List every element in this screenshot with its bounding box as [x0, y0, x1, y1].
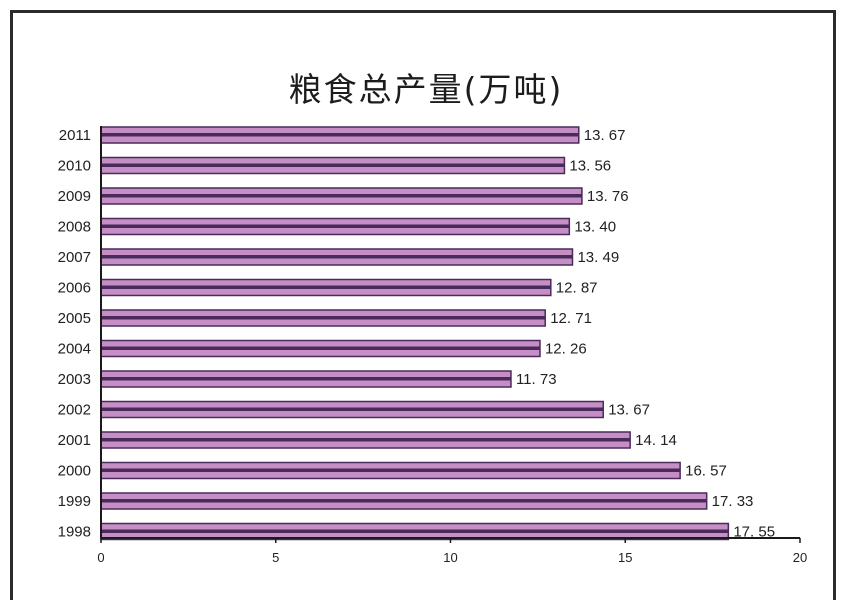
- bar-stripe: [101, 285, 551, 289]
- category-label: 1998: [58, 524, 91, 541]
- bar-2005: [100, 309, 546, 327]
- category-label: 2006: [58, 280, 91, 297]
- category-label: 2003: [58, 371, 91, 388]
- bar-stripe: [101, 377, 511, 381]
- bar-2011: [100, 126, 580, 144]
- value-label: 13. 67: [608, 402, 650, 419]
- value-label: 12. 87: [556, 280, 598, 297]
- x-tick-label: 15: [618, 550, 632, 565]
- bar-stripe: [101, 407, 604, 411]
- category-label: 2007: [58, 249, 91, 266]
- value-label: 13. 76: [587, 188, 629, 205]
- value-label: 13. 49: [577, 249, 619, 266]
- bar-stripe: [101, 346, 540, 350]
- category-label: 2001: [58, 432, 91, 449]
- category-label: 2002: [58, 402, 91, 419]
- category-label: 2009: [58, 188, 91, 205]
- bar-stripe: [101, 255, 573, 259]
- bar-stripe: [101, 529, 729, 533]
- category-label: 2000: [58, 463, 91, 480]
- value-label: 11. 73: [516, 371, 557, 388]
- bar-stripe: [101, 224, 570, 228]
- bar-2001: [100, 431, 631, 449]
- bar-2000: [100, 461, 681, 480]
- category-label: 2010: [58, 158, 91, 175]
- value-label: 13. 67: [584, 127, 626, 144]
- bar-2010: [100, 156, 566, 175]
- bar-stripe: [101, 316, 546, 320]
- category-label: 2008: [58, 219, 91, 236]
- bar-2006: [100, 278, 552, 297]
- x-tick-label: 0: [97, 550, 104, 565]
- bar-stripe: [101, 133, 579, 137]
- x-tick-label: 5: [272, 550, 279, 565]
- category-label: 2005: [58, 310, 91, 327]
- chart-frame: 粮食总产量(万吨) 2011 13. 67 2010 13. 56 2009 13. 76…: [10, 10, 836, 600]
- bar-2009: [100, 187, 583, 205]
- x-tick-label: 20: [793, 550, 807, 565]
- bar-2007: [100, 248, 574, 266]
- value-label: 13. 40: [574, 219, 616, 236]
- bar-2008: [100, 217, 571, 236]
- bar-stripe: [101, 468, 681, 472]
- bar-stripe: [101, 438, 631, 442]
- value-label: 12. 26: [545, 341, 587, 358]
- bar-stripe: [101, 194, 582, 198]
- bars-layer: [100, 126, 730, 541]
- bar-2003: [100, 370, 512, 388]
- category-label: 2004: [58, 341, 91, 358]
- value-label: 12. 71: [550, 310, 592, 327]
- category-label: 1999: [58, 493, 91, 510]
- bar-stripe: [101, 499, 707, 503]
- axis-layer: 0 5 10 15 20: [97, 126, 807, 565]
- value-label: 16. 57: [685, 463, 727, 480]
- category-label: 2011: [59, 127, 91, 144]
- labels-layer: 2011 13. 67 2010 13. 56 2009 13. 76 2008 13. 40…: [58, 127, 775, 541]
- value-label: 17. 33: [712, 493, 754, 510]
- bar-stripe: [101, 163, 565, 167]
- chart-title: 粮食总产量(万吨): [289, 70, 564, 109]
- value-label: 13. 56: [569, 158, 611, 175]
- bar-2004: [100, 339, 541, 358]
- value-label: 14. 14: [635, 432, 677, 449]
- bar-1999: [100, 492, 708, 510]
- bar-2002: [100, 400, 604, 419]
- value-label: 17. 55: [733, 524, 775, 541]
- x-tick-label: 10: [443, 550, 457, 565]
